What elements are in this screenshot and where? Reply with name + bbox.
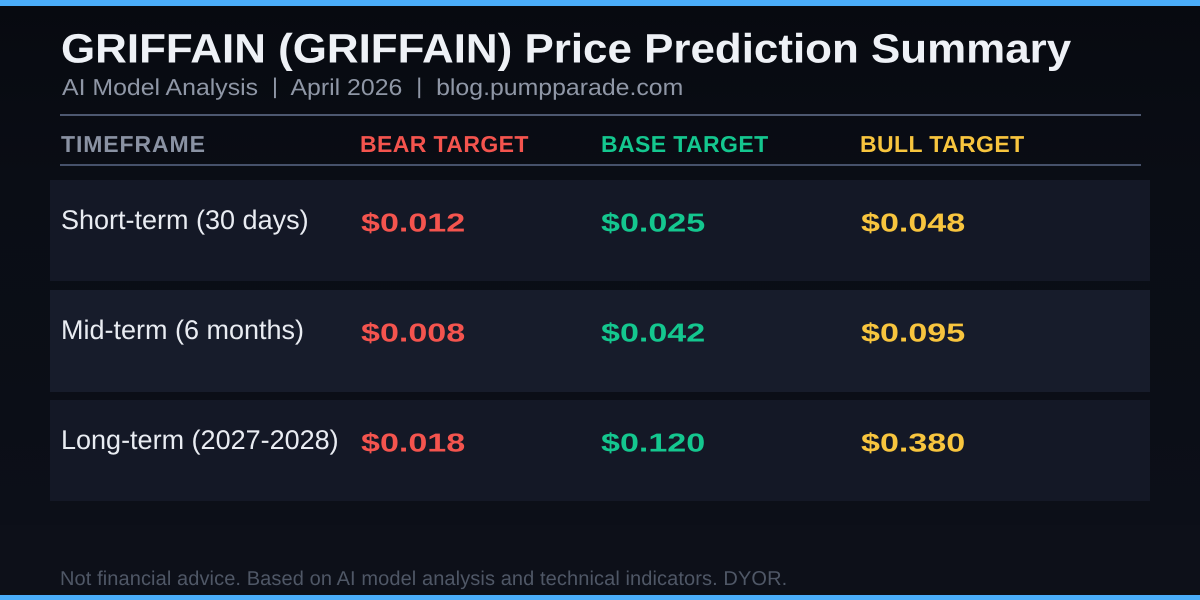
- svg-text:$0.048: $0.048: [861, 208, 965, 238]
- svg-text:AI Model Analysis | April 20: AI Model Analysis | April 2026 | blog.pu…: [62, 74, 683, 101]
- svg-text:$0.380: $0.380: [861, 428, 965, 458]
- svg-text:$0.025: $0.025: [601, 208, 705, 238]
- svg-text:$0.008: $0.008: [361, 318, 465, 348]
- svg-text:GRIFFAIN (GRIFFAIN) Price Pred: GRIFFAIN (GRIFFAIN) Price Prediction Sum…: [61, 26, 1071, 72]
- svg-text:$0.042: $0.042: [601, 318, 705, 348]
- svg-text:$0.018: $0.018: [361, 428, 465, 458]
- svg-text:$0.012: $0.012: [361, 208, 465, 238]
- svg-text:$0.120: $0.120: [601, 428, 705, 458]
- svg-text:$0.095: $0.095: [861, 318, 965, 348]
